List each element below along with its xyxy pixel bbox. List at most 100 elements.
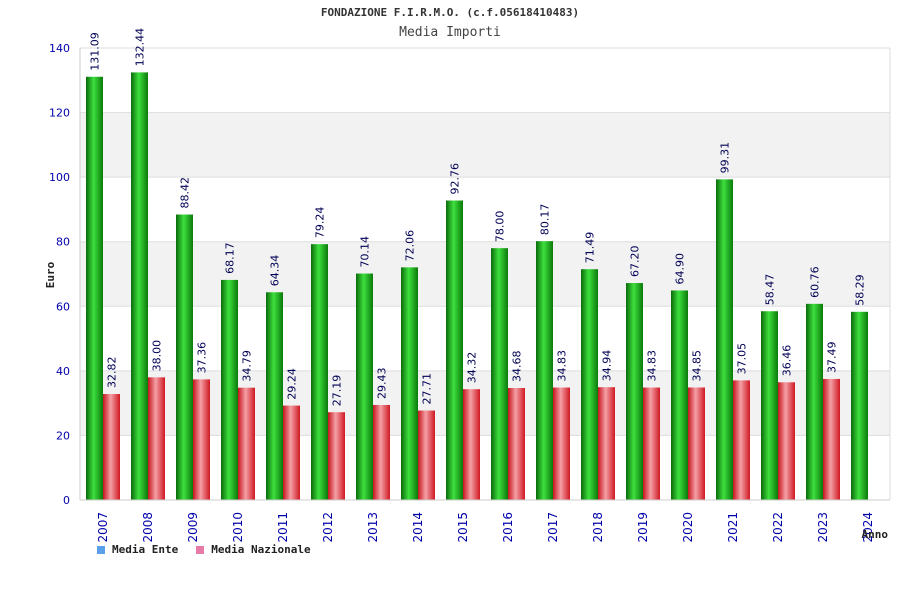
x-tick-label: 2016 (501, 512, 515, 543)
data-label: 37.05 (736, 343, 749, 375)
bar-media-nazionale (553, 387, 570, 500)
x-axis-title: Anno (862, 528, 889, 541)
bar-media-nazionale (778, 382, 795, 500)
bar-media-nazionale (193, 379, 210, 500)
bar-media-ente (581, 269, 598, 500)
bar-media-ente (401, 267, 418, 500)
x-tick-label: 2021 (726, 512, 740, 543)
data-label: 34.32 (466, 352, 479, 384)
grid-band (80, 112, 890, 178)
data-label: 29.43 (376, 367, 389, 399)
data-label: 34.83 (556, 350, 569, 382)
y-tick-label: 20 (56, 429, 70, 442)
y-tick-label: 140 (49, 42, 70, 55)
grid-band (80, 370, 890, 436)
bar-media-nazionale (418, 410, 435, 500)
bar-media-ente (806, 303, 823, 500)
data-label: 67.20 (629, 246, 642, 278)
data-label: 131.09 (89, 32, 102, 71)
x-tick-label: 2019 (636, 512, 650, 543)
x-tick-label: 2009 (186, 512, 200, 543)
x-tick-label: 2020 (681, 512, 695, 543)
data-label: 34.83 (646, 350, 659, 382)
data-label: 79.24 (314, 207, 327, 239)
bar-media-nazionale (733, 380, 750, 500)
x-tick-label: 2014 (411, 512, 425, 543)
data-label: 58.29 (854, 274, 867, 306)
legend-item-nazionale: Media Nazionale (196, 543, 311, 556)
bar-media-nazionale (328, 412, 345, 500)
bar-media-ente (176, 214, 193, 500)
bar-media-nazionale (598, 387, 615, 500)
data-label: 99.31 (719, 142, 732, 174)
chart-subtitle: Media Importi (399, 25, 501, 40)
bar-media-ente (86, 76, 103, 500)
legend-swatch-ente (97, 545, 105, 554)
bar-media-nazionale (463, 389, 480, 500)
bar-media-nazionale (643, 387, 660, 500)
x-tick-label: 2022 (771, 512, 785, 543)
bar-media-ente (671, 290, 688, 500)
bar-media-ente (851, 311, 868, 500)
data-label: 38.00 (151, 340, 164, 372)
data-label: 36.46 (781, 345, 794, 377)
data-label: 32.82 (106, 357, 119, 389)
bar-media-ente (311, 244, 328, 500)
data-label: 58.47 (764, 274, 777, 306)
data-label: 27.71 (421, 373, 434, 405)
x-tick-label: 2013 (366, 512, 380, 543)
bar-media-nazionale (103, 394, 120, 500)
data-label: 78.00 (494, 211, 507, 243)
legend-item-ente: Media Ente (97, 543, 178, 556)
x-tick-label: 2008 (141, 512, 155, 543)
data-label: 80.17 (539, 204, 552, 236)
bar-media-ente (761, 311, 778, 500)
bar-media-nazionale (688, 387, 705, 500)
x-tick-label: 2015 (456, 512, 470, 543)
legend-label-nazionale: Media Nazionale (211, 543, 311, 556)
data-label: 70.14 (359, 236, 372, 268)
y-tick-label: 0 (63, 494, 70, 507)
data-label: 64.34 (269, 255, 282, 287)
data-label: 37.36 (196, 342, 209, 374)
data-label: 27.19 (331, 375, 344, 407)
data-label: 71.49 (584, 232, 597, 264)
data-label: 72.06 (404, 230, 417, 262)
x-tick-label: 2007 (96, 512, 110, 543)
legend: Media Ente Media Nazionale (97, 543, 329, 556)
data-label: 37.49 (826, 341, 839, 373)
data-label: 64.90 (674, 253, 687, 285)
y-axis-title: Euro (44, 261, 57, 288)
data-label: 68.17 (224, 242, 237, 274)
data-label: 92.76 (449, 163, 462, 195)
bar-media-nazionale (823, 378, 840, 500)
chart-title: FONDAZIONE F.I.R.M.O. (c.f.05618410483) (320, 6, 580, 19)
data-label: 34.94 (601, 350, 614, 382)
legend-label-ente: Media Ente (112, 543, 179, 556)
x-tick-label: 2024 (861, 512, 875, 543)
data-label: 132.44 (134, 28, 147, 67)
data-label: 34.85 (691, 350, 704, 382)
y-tick-label: 120 (49, 107, 70, 120)
x-tick-label: 2010 (231, 512, 245, 543)
data-label: 34.68 (511, 351, 524, 383)
bar-media-nazionale (373, 404, 390, 500)
bar-media-nazionale (238, 387, 255, 500)
x-tick-label: 2011 (276, 512, 290, 543)
legend-swatch-nazionale (196, 545, 205, 554)
data-label: 88.42 (179, 177, 192, 209)
bar-media-nazionale (508, 388, 525, 500)
x-tick-label: 2012 (321, 512, 335, 543)
data-label: 60.76 (809, 266, 822, 298)
bar-media-ente (356, 273, 373, 500)
y-tick-label: 100 (49, 171, 70, 184)
bar-media-ente (131, 72, 148, 501)
bar-media-nazionale (148, 377, 165, 500)
y-tick-label: 60 (56, 300, 70, 313)
grid-band (80, 241, 890, 307)
bar-media-nazionale (283, 405, 300, 500)
data-label: 29.24 (286, 368, 299, 400)
x-tick-label: 2023 (816, 512, 830, 543)
y-tick-label: 80 (56, 236, 70, 249)
